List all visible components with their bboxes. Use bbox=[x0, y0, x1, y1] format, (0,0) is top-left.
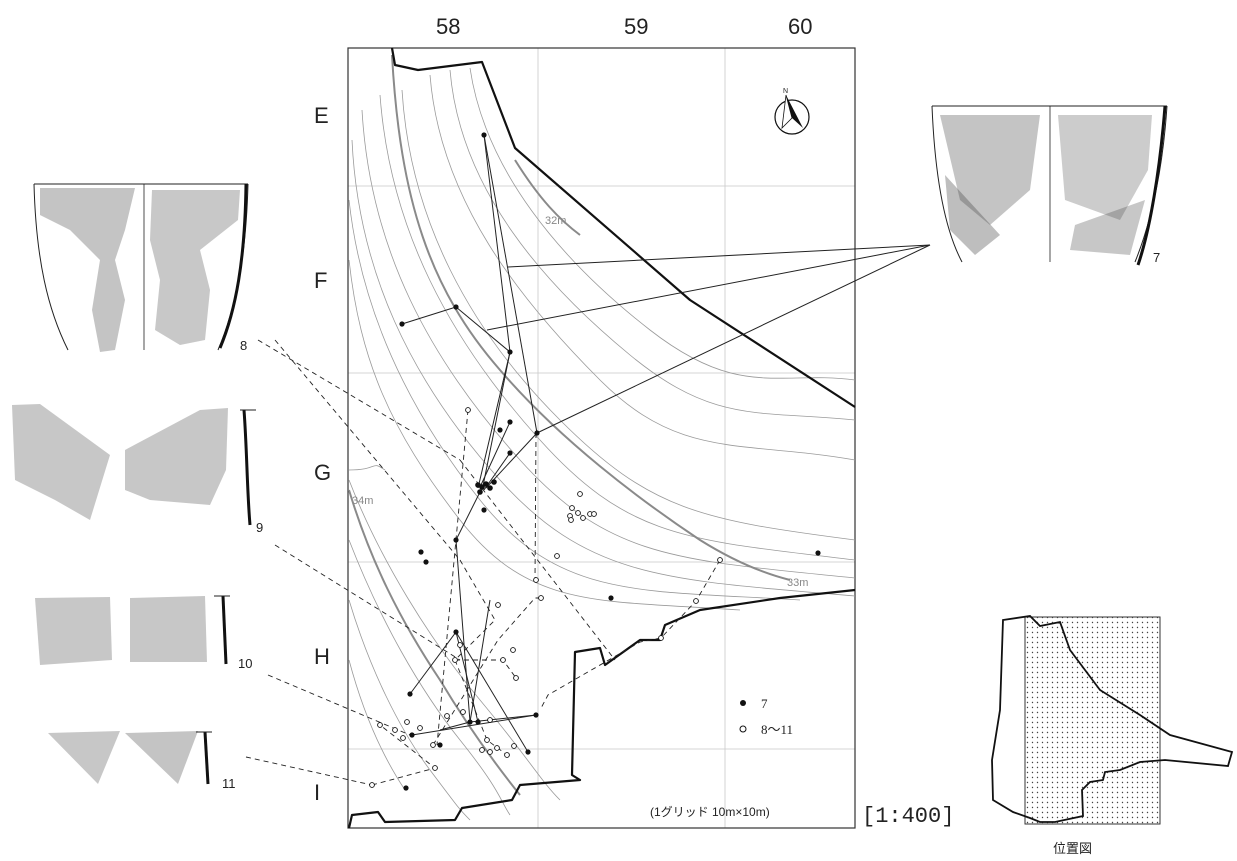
location-map-label: 位置図 bbox=[1053, 841, 1093, 856]
sherd-drawing-11 bbox=[48, 731, 212, 785]
column-label-59: 59 bbox=[624, 14, 649, 39]
site-boundary-south bbox=[347, 588, 856, 829]
grid-lines bbox=[348, 48, 855, 828]
contour-label-32m: 32m bbox=[545, 215, 566, 227]
row-label-e: E bbox=[314, 103, 329, 128]
artifact-number-11: 11 bbox=[222, 776, 236, 791]
artifact-number-8: 8 bbox=[240, 338, 248, 353]
items-8-11-find-points bbox=[369, 407, 723, 788]
refit-lines-item-7 bbox=[401, 134, 931, 753]
sherd-drawing-7 bbox=[931, 105, 1168, 266]
legend bbox=[739, 700, 747, 733]
row-label-h: H bbox=[314, 644, 330, 669]
artifact-number-7: 7 bbox=[1153, 250, 1161, 265]
row-label-f: F bbox=[314, 268, 328, 293]
refit-lines-items-8-11 bbox=[245, 339, 721, 786]
column-label-60: 60 bbox=[788, 14, 813, 39]
item-7-find-points bbox=[399, 132, 821, 791]
row-label-g: G bbox=[314, 460, 332, 485]
sherd-drawing-8 bbox=[33, 183, 249, 352]
contour-lines bbox=[348, 54, 856, 821]
artifact-number-9: 9 bbox=[256, 520, 264, 535]
contour-label-33m: 33m bbox=[787, 577, 808, 589]
north-letter: N bbox=[783, 88, 789, 95]
sherd-drawing-10 bbox=[35, 595, 230, 665]
map-frame bbox=[347, 47, 856, 829]
contour-label-34m: 34m bbox=[352, 495, 373, 507]
legend-label-7: 7 bbox=[761, 696, 768, 711]
sherd-drawing-9 bbox=[12, 404, 256, 526]
artifact-number-10: 10 bbox=[238, 656, 253, 671]
site-boundary bbox=[390, 47, 856, 408]
column-label-58: 58 bbox=[436, 14, 461, 39]
map-scale: [1:400] bbox=[862, 804, 955, 829]
location-map bbox=[991, 615, 1234, 825]
grid-scale-note: (1グリッド 10m×10m) bbox=[650, 805, 770, 819]
row-label-i: I bbox=[314, 780, 321, 805]
legend-label-8-11: 8〜11 bbox=[761, 722, 793, 737]
north-arrow-icon bbox=[774, 94, 810, 135]
